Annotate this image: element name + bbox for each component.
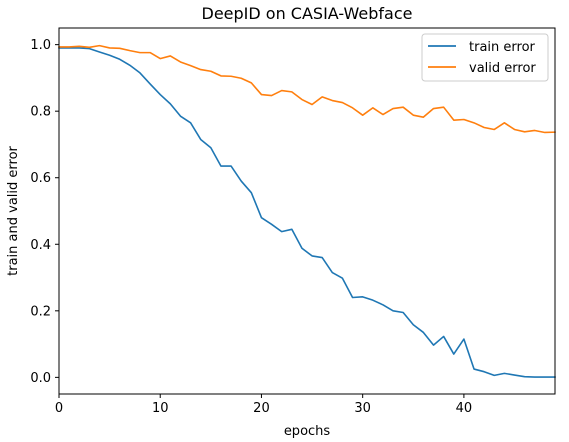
y-tick-label: 0.2 — [30, 304, 51, 319]
y-tick-label: 0.0 — [30, 371, 51, 386]
y-tick-label: 0.8 — [30, 105, 51, 120]
plot-area — [59, 28, 555, 394]
legend-label: valid error — [469, 61, 536, 76]
y-tick-label: 0.4 — [30, 238, 51, 253]
x-tick-label: 20 — [253, 401, 270, 416]
y-axis-title: train and valid error — [6, 145, 21, 275]
y-tick-label: 1.0 — [30, 38, 51, 53]
x-tick-label: 0 — [55, 401, 63, 416]
legend-label: train error — [469, 40, 536, 55]
series-line-train-error — [58, 47, 556, 378]
legend: train error valid error — [421, 33, 549, 82]
x-tick-label: 10 — [152, 401, 169, 416]
x-tick-label: 30 — [354, 401, 371, 416]
series-layer — [58, 44, 556, 378]
x-axis-title: epochs — [284, 424, 331, 439]
series-line-valid-error — [58, 44, 556, 134]
plot-frame — [58, 27, 556, 395]
axes-layer: 0 10 20 30 40 0.0 0.2 0.4 0.6 0.8 1.0 — [30, 27, 556, 416]
x-tick-label: 40 — [456, 401, 473, 416]
chart-title: DeepID on CASIA-Webface — [202, 4, 413, 23]
y-tick-label: 0.6 — [30, 171, 51, 186]
